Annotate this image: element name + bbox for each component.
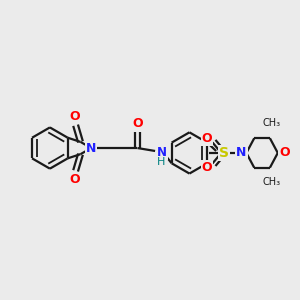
Text: CH₃: CH₃ [263,118,281,128]
Text: N: N [157,146,167,159]
Text: O: O [202,132,212,145]
Text: O: O [69,110,80,123]
Text: S: S [219,146,229,160]
Text: CH₃: CH₃ [263,178,281,188]
Text: N: N [236,146,247,159]
Text: O: O [132,117,143,130]
Text: N: N [86,142,97,154]
Text: O: O [202,161,212,174]
Text: H: H [157,157,165,167]
Text: O: O [279,146,290,159]
Text: O: O [69,173,80,186]
